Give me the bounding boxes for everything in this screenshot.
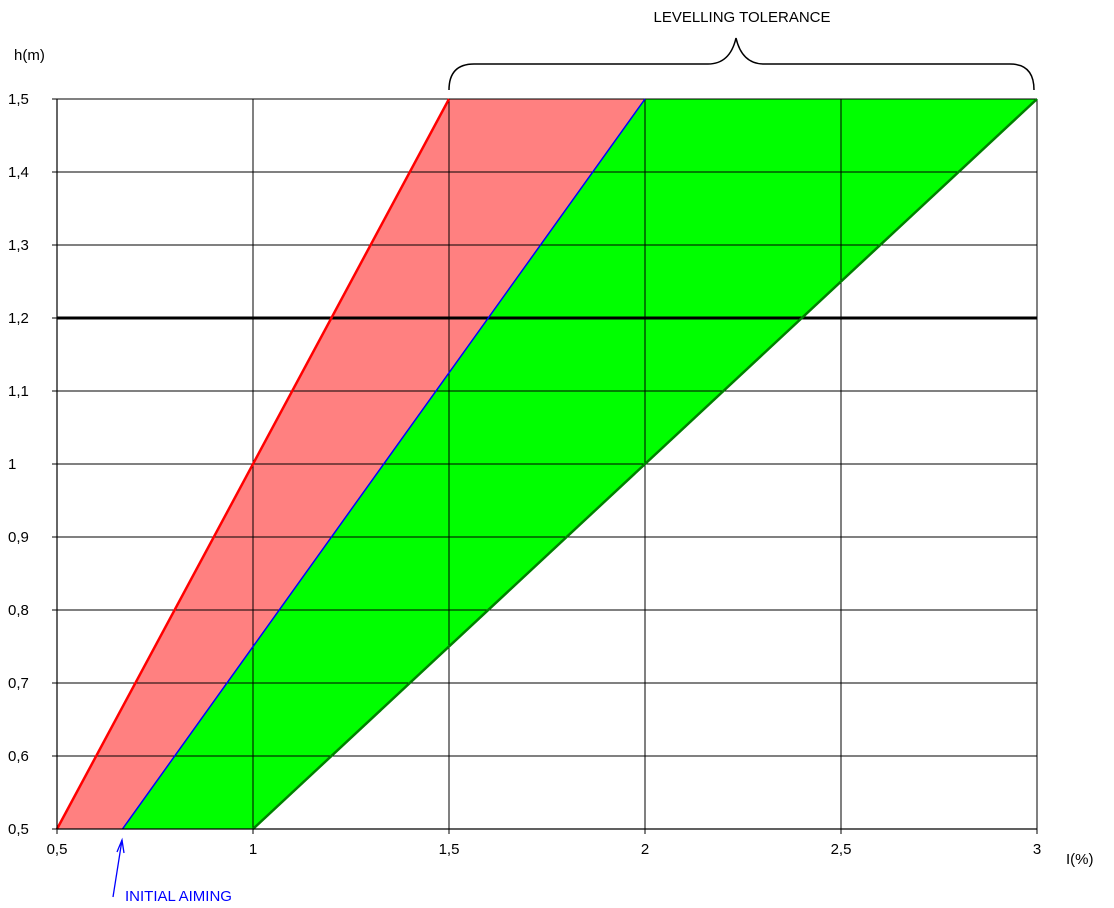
series-lines-group (55, 98, 1038, 830)
blue-line (121, 98, 646, 830)
y-tick-label: 1,3 (8, 237, 29, 254)
x-tick-label: 0,5 (47, 841, 68, 858)
y-tick-label: 1,4 (8, 164, 29, 181)
y-tick-label: 0,9 (8, 529, 29, 546)
x-axis-label: I(%) (1066, 851, 1094, 868)
levelling-tolerance-brace (448, 37, 1035, 91)
x-tick-label: 2,5 (831, 841, 852, 858)
y-tick-label: 1,5 (8, 91, 29, 108)
y-tick-label: 1,1 (8, 383, 29, 400)
grid-group (56, 98, 1038, 830)
axes-group (52, 98, 1038, 834)
y-tick-label: 1 (8, 456, 16, 473)
x-tick-label: 1 (249, 841, 257, 858)
initial-aiming-arrow (112, 839, 123, 898)
x-tick-label: 3 (1033, 841, 1041, 858)
y-tick-label: 0,5 (8, 821, 29, 838)
annotations-group: LEVELLING TOLERANCE INITIAL AIMING (112, 9, 1035, 905)
x-tick-label: 1,5 (439, 841, 460, 858)
red-line (55, 98, 451, 830)
y-tick-label: 0,7 (8, 675, 29, 692)
y-tick-label: 1,2 (8, 310, 29, 327)
levelling-tolerance-label: LEVELLING TOLERANCE (653, 9, 830, 26)
y-tick-label: 0,6 (8, 748, 29, 765)
initial-aiming-label: INITIAL AIMING (125, 888, 232, 905)
green-line (252, 98, 1038, 830)
y-tick-label: 0,8 (8, 602, 29, 619)
initial-aiming-arrow-head (116, 837, 125, 854)
tick-labels-group: 0,5 1 1,5 2 2,5 3 0,5 0,6 0,7 0,8 0,9 1 1,1 1,2 1,3 1,4… (8, 91, 1041, 858)
y-axis-label: h(m) (14, 47, 45, 64)
x-tick-label: 2 (641, 841, 649, 858)
